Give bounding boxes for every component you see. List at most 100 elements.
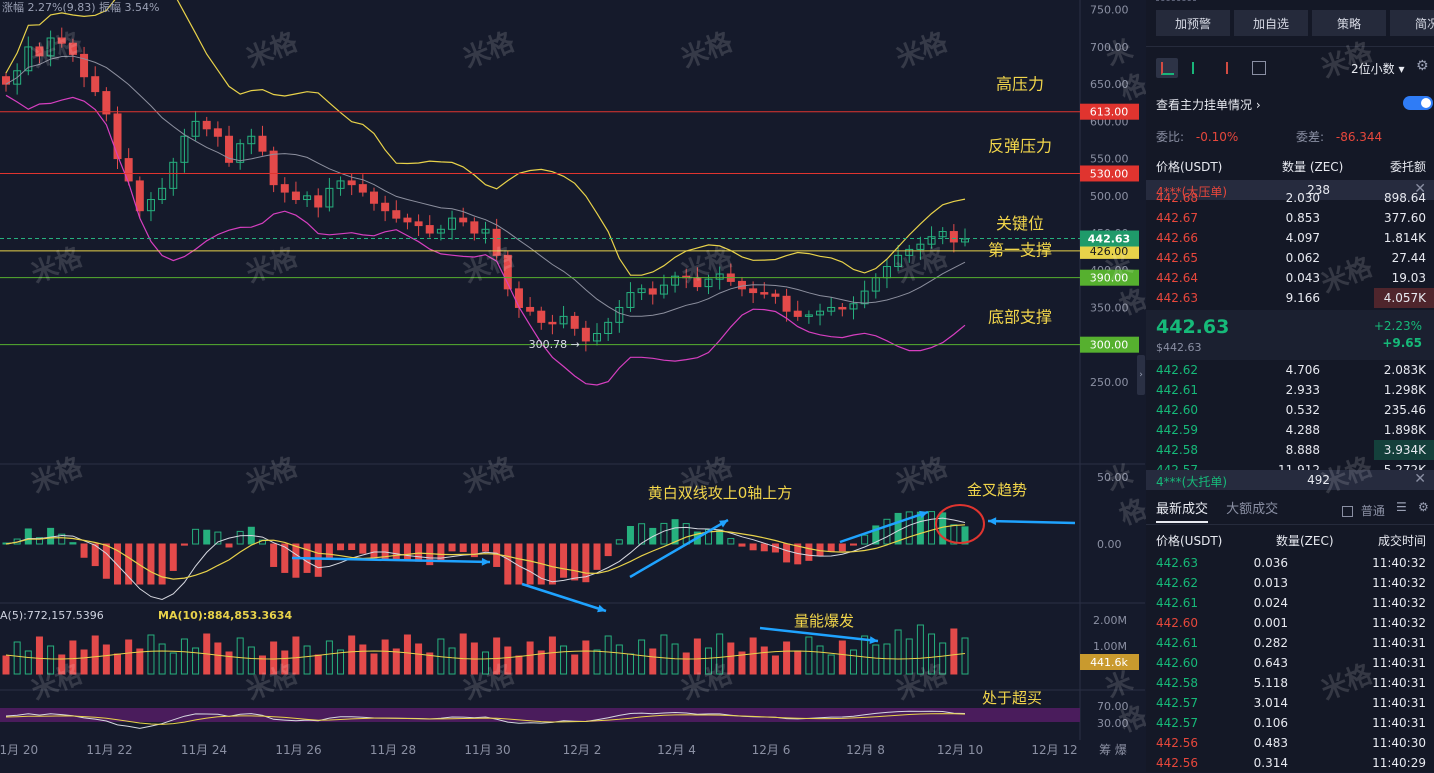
macd-bar — [582, 543, 590, 583]
ask-row[interactable]: 442.67 0.853 377.60 — [1146, 208, 1434, 228]
current-price-tag-bg — [1080, 230, 1139, 247]
decimals-select[interactable]: 2位小数 ▾ — [1351, 62, 1405, 76]
volume-bar — [493, 637, 501, 675]
settings-gear-icon[interactable]: ⚙ — [1416, 58, 1429, 74]
macd-bar — [493, 543, 501, 567]
book-view-both-icon[interactable] — [1156, 58, 1178, 78]
trade-qty: 0.643 — [1253, 656, 1288, 670]
panel-collapse-handle[interactable]: › — [1137, 355, 1145, 395]
macd-bar — [548, 543, 556, 585]
candle-body — [771, 293, 780, 297]
macd-bar — [169, 543, 177, 571]
normal-checkbox[interactable]: 普通 — [1342, 502, 1385, 519]
trade-qty: 0.106 — [1253, 716, 1288, 730]
header-change-text: 涨幅 2.27%(9.83) 振幅 3.54% — [2, 0, 159, 14]
ask-row[interactable]: 442.65 0.062 27.44 — [1146, 248, 1434, 268]
ratio-row: 委比: -0.10% — [1156, 128, 1238, 145]
volume-bar — [192, 647, 200, 675]
candle-body — [793, 310, 802, 317]
trade-settings-gear-icon[interactable]: ⚙ — [1418, 500, 1429, 514]
macd-bar — [905, 511, 913, 545]
volume-bar — [13, 641, 21, 675]
candle-body — [581, 327, 590, 342]
book-price: 442.59 — [1156, 423, 1198, 437]
ask-row[interactable]: 442.68 2.030 898.64 — [1146, 188, 1434, 208]
main-orders-toggle[interactable] — [1403, 96, 1433, 110]
candle-body — [503, 254, 512, 290]
annotation-golden-cross: 金叉趋势 — [967, 481, 1027, 499]
volume-bar — [794, 650, 802, 675]
macd-bar — [827, 543, 835, 553]
ask-row[interactable]: 442.63 9.166 4.057K — [1146, 288, 1434, 308]
ratio-label: 委比: — [1156, 130, 1185, 144]
boll-upper-line — [5, 0, 966, 276]
volume-bar — [861, 635, 869, 675]
bid-row[interactable]: 442.61 2.933 1.298K — [1146, 380, 1434, 400]
candle-body — [514, 288, 523, 308]
macd-bar — [214, 531, 222, 545]
volume-bar — [548, 636, 556, 675]
candle-body — [459, 217, 468, 223]
watchlist-button[interactable]: 加自选 — [1234, 10, 1308, 36]
bid-row[interactable]: 442.58 8.888 3.934K — [1146, 440, 1434, 460]
trade-qty: 0.282 — [1253, 636, 1288, 650]
main-orders-link[interactable]: 查看主力挂单情况 › — [1156, 98, 1261, 112]
macd-bar — [180, 543, 188, 546]
chart-area[interactable]: 750.00700.00650.00600.00550.00500.00450.… — [0, 0, 1151, 772]
candle-body — [135, 180, 144, 212]
volume-bar — [125, 639, 133, 675]
last-price-usd: $442.63 — [1156, 341, 1202, 354]
book-header-amount[interactable]: 委托额 — [1389, 159, 1426, 174]
candle-body — [470, 221, 479, 234]
book-view-asks-icon[interactable] — [1226, 62, 1240, 74]
trade-price: 442.61 — [1156, 596, 1198, 610]
price-tick-label: 550.00 — [1090, 153, 1129, 166]
ask-big-order-row[interactable]: 4***(大压单) 238 ✕ — [1146, 180, 1434, 200]
candle-body — [570, 315, 579, 329]
filter-icon[interactable]: ☰ — [1396, 500, 1407, 514]
trade-header-qty[interactable]: 数量(ZEC) — [1276, 533, 1334, 548]
candle-body — [492, 228, 501, 256]
volume-ma10-label: MA(10):884,853.3634 — [158, 609, 292, 622]
volume-bar — [415, 643, 423, 675]
price-tick-label: 500.00 — [1090, 190, 1129, 203]
alert-button[interactable]: 加预警 — [1156, 10, 1230, 36]
panel-top-dashes — [1156, 0, 1196, 4]
volume-bar — [482, 651, 489, 675]
book-header-qty[interactable]: 数量 (ZEC) — [1282, 159, 1344, 174]
trade-time: 11:40:32 — [1372, 556, 1426, 570]
panel-buttons: 加预警 加自选 策略 简况 — [1156, 10, 1434, 36]
book-amount: 377.60 — [1384, 211, 1426, 225]
bid-big-order-row[interactable]: 4***(大托单) 492 ✕ — [1146, 470, 1434, 490]
overview-button[interactable]: 简况 — [1390, 10, 1434, 36]
close-icon[interactable]: ✕ — [1414, 181, 1426, 197]
volume-bar — [961, 637, 969, 675]
ask-row[interactable]: 442.64 0.043 19.03 — [1146, 268, 1434, 288]
trade-qty: 0.483 — [1253, 736, 1288, 750]
book-qty: 4.288 — [1285, 423, 1320, 437]
book-qty: 0.532 — [1285, 403, 1320, 417]
bid-row[interactable]: 442.62 4.706 2.083K — [1146, 360, 1434, 380]
book-view-depth-icon[interactable] — [1252, 61, 1266, 75]
volume-bar — [638, 639, 646, 675]
level-tag: 390.00 — [1090, 272, 1129, 285]
macd-bar — [392, 543, 400, 561]
close-icon[interactable]: ✕ — [1414, 471, 1426, 487]
ask-row[interactable]: 442.66 4.097 1.814K — [1146, 228, 1434, 248]
trade-price: 442.60 — [1156, 616, 1198, 630]
macd-bar — [849, 543, 857, 546]
candlestick-chart[interactable]: 750.00700.00650.00600.00550.00500.00450.… — [0, 0, 1145, 772]
volume-bar — [392, 648, 400, 675]
trade-time: 11:40:31 — [1372, 636, 1426, 650]
volume-bar — [270, 641, 278, 675]
price-tick-label: 750.00 — [1090, 4, 1129, 17]
bid-row[interactable]: 442.60 0.532 235.46 — [1146, 400, 1434, 420]
candle-body — [113, 113, 122, 160]
book-view-bids-icon[interactable] — [1192, 62, 1206, 74]
bid-row[interactable]: 442.59 4.288 1.898K — [1146, 420, 1434, 440]
tab-large-trades[interactable]: 大额成交 — [1226, 502, 1279, 517]
volume-bar — [660, 634, 668, 675]
price-tick-label: 700.00 — [1090, 41, 1129, 54]
tab-latest-trades[interactable]: 最新成交 — [1156, 502, 1209, 523]
strategy-button[interactable]: 策略 — [1312, 10, 1386, 36]
